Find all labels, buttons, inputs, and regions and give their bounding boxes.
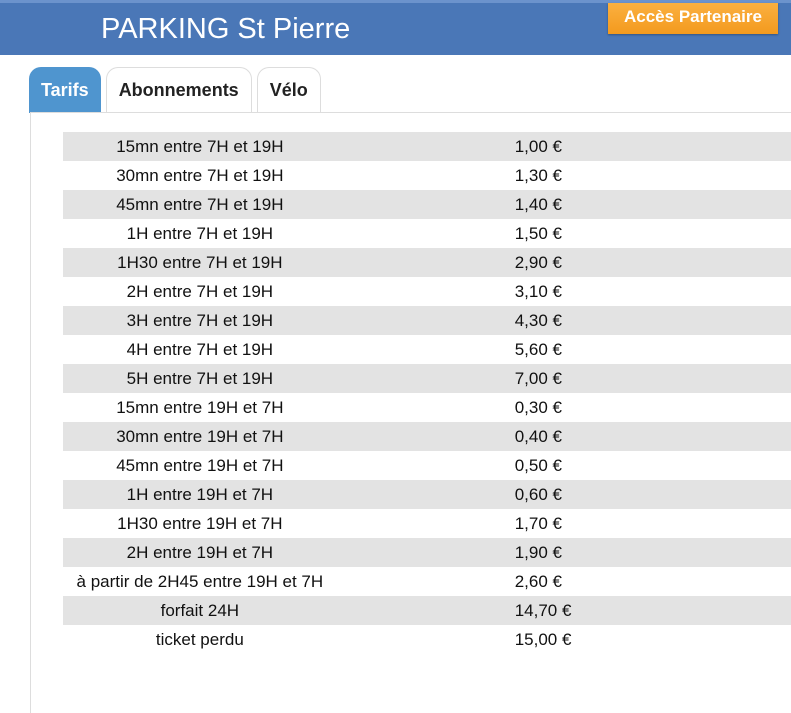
rate-label: 30mn entre 7H et 19H [116,165,284,185]
rate-price: 0,50 € [514,455,562,475]
partner-access-button[interactable]: Accès Partenaire [608,3,778,34]
rate-label: 2H entre 7H et 19H [126,281,274,301]
rates-table: 15mn entre 7H et 19H 1,00 € 30mn entre 7H … [63,132,791,654]
tab-panel [30,112,791,713]
rate-price: 1,50 € [514,223,562,243]
tab-tarifs[interactable]: Tarifs [29,67,101,113]
table-row: 1H entre 19H et 7H 0,60 € [63,480,791,509]
rate-label: 5H entre 7H et 19H [126,368,274,388]
tab-velo[interactable]: Vélo [256,67,321,113]
tab-abonnements[interactable]: Abonnements [105,67,252,113]
rate-price: 3,10 € [514,281,562,301]
rate-price: 5,60 € [514,339,562,359]
rate-label: 1H entre 19H et 7H [126,484,274,504]
rate-label: 15mn entre 7H et 19H [116,136,284,156]
rate-price: 14,70 € [514,600,572,620]
table-row: 30mn entre 19H et 7H 0,40 € [63,422,791,451]
table-row: forfait 24H 14,70 € [63,596,791,625]
rate-label: 30mn entre 19H et 7H [116,426,284,446]
rate-label: 1H entre 7H et 19H [126,223,274,243]
rate-price: 1,70 € [514,513,562,533]
rate-label: 4H entre 7H et 19H [126,339,274,359]
table-row: 45mn entre 19H et 7H 0,50 € [63,451,791,480]
rate-label: ticket perdu [155,629,244,649]
rate-price: 1,40 € [514,194,562,214]
rate-label: 3H entre 7H et 19H [126,310,274,330]
rate-label: 45mn entre 7H et 19H [116,194,284,214]
rate-price: 15,00 € [514,629,572,649]
table-row: 5H entre 7H et 19H 7,00 € [63,364,791,393]
rate-price: 1,90 € [514,542,562,562]
rate-price: 0,60 € [514,484,562,504]
rate-price: 1,00 € [514,136,562,156]
rate-label: 1H30 entre 7H et 19H [117,252,283,272]
rate-price: 0,30 € [514,397,562,417]
table-row: 2H entre 7H et 19H 3,10 € [63,277,791,306]
table-row: 15mn entre 19H et 7H 0,30 € [63,393,791,422]
rate-label: forfait 24H [160,600,240,620]
table-row: 1H30 entre 7H et 19H 2,90 € [63,248,791,277]
rate-label: à partir de 2H45 entre 19H et 7H [76,571,324,591]
rate-label: 45mn entre 19H et 7H [116,455,284,475]
table-row: 15mn entre 7H et 19H 1,00 € [63,132,791,161]
rate-price: 0,40 € [514,426,562,446]
rate-label: 2H entre 19H et 7H [126,542,274,562]
rate-price: 2,90 € [514,252,562,272]
page-title: PARKING St Pierre [101,13,351,45]
table-row: 1H entre 7H et 19H 1,50 € [63,219,791,248]
rate-price: 1,30 € [514,165,562,185]
rate-label: 1H30 entre 19H et 7H [117,513,283,533]
tab-bar: Tarifs Abonnements Vélo [29,67,321,113]
table-row: 30mn entre 7H et 19H 1,30 € [63,161,791,190]
table-row: 45mn entre 7H et 19H 1,40 € [63,190,791,219]
rate-price: 7,00 € [514,368,562,388]
rate-label: 15mn entre 19H et 7H [116,397,284,417]
table-row: 1H30 entre 19H et 7H 1,70 € [63,509,791,538]
table-row: 2H entre 19H et 7H 1,90 € [63,538,791,567]
header: PARKING St Pierre Accès Partenaire [0,0,791,55]
table-row: 4H entre 7H et 19H 5,60 € [63,335,791,364]
table-row: 3H entre 7H et 19H 4,30 € [63,306,791,335]
rate-price: 4,30 € [514,310,562,330]
table-row: ticket perdu 15,00 € [63,625,791,654]
rate-price: 2,60 € [514,571,562,591]
table-row: à partir de 2H45 entre 19H et 7H 2,60 € [63,567,791,596]
